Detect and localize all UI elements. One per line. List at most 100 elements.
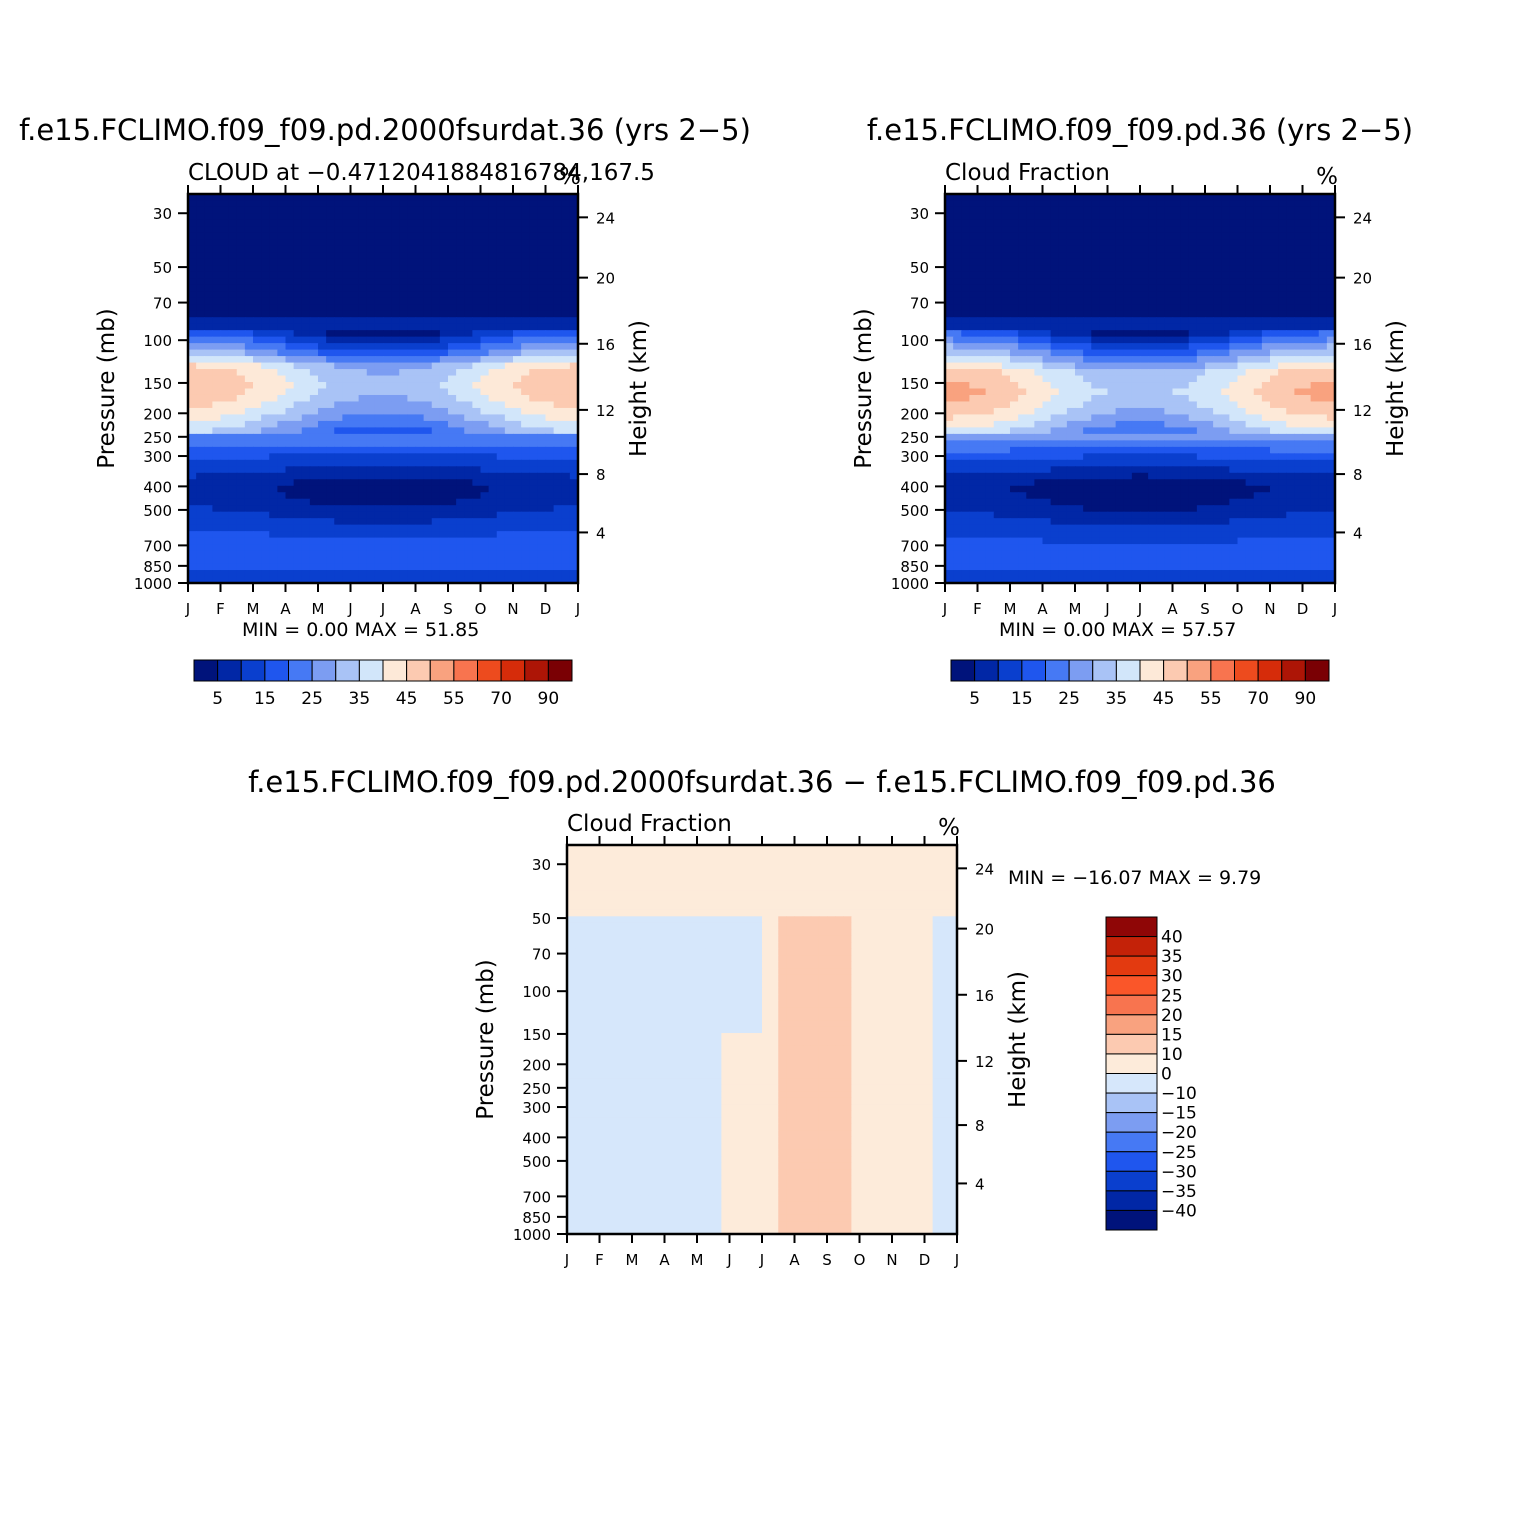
contour-cell [1270, 258, 1279, 266]
contour-cell [261, 446, 270, 454]
contour-cell [1188, 330, 1198, 338]
contour-cell [569, 505, 579, 513]
contour-cell [513, 388, 522, 396]
contour-cell [1140, 245, 1149, 253]
contour-cell [1148, 375, 1157, 383]
contour-cell [293, 466, 303, 474]
contour-cell [1229, 427, 1239, 435]
contour-cell [253, 505, 262, 513]
contour-cell [1034, 291, 1044, 299]
contour-cell [415, 356, 425, 364]
contour-cell [1302, 265, 1312, 273]
contour-cell [1318, 330, 1328, 338]
contour-cell [569, 278, 579, 286]
contour-cell [1042, 427, 1052, 435]
contour-cell [309, 414, 319, 422]
contour-cell [196, 356, 205, 364]
contour-cell [1253, 323, 1263, 331]
contour-cell [261, 440, 270, 448]
contour-cell [399, 550, 408, 558]
contour-cell [407, 213, 417, 221]
contour-cell [431, 278, 441, 286]
contour-cell [188, 388, 197, 396]
contour-cell [961, 252, 970, 260]
contour-cell [521, 440, 530, 448]
contour-cell [1091, 388, 1100, 396]
contour-cell [488, 511, 498, 519]
contour-cell [1148, 420, 1157, 428]
contour-cell [293, 297, 303, 305]
contour-cell [1058, 213, 1068, 221]
contour-cell [374, 382, 384, 390]
contour-cell [1245, 433, 1255, 441]
contour-cell [1148, 453, 1157, 461]
contour-cell [423, 563, 433, 571]
contour-cell [1253, 356, 1263, 364]
contour-cell [374, 414, 384, 422]
contour-cell [350, 479, 360, 487]
contour-cell [553, 369, 563, 377]
contour-cell [318, 226, 327, 234]
contour-cell [326, 401, 335, 409]
contour-cell [374, 492, 384, 500]
contour-cell [496, 330, 506, 338]
contour-cell [1140, 278, 1149, 286]
contour-cell [488, 304, 498, 312]
contour-cell [1115, 232, 1125, 240]
contour-cell [1196, 440, 1206, 448]
contour-cell [496, 427, 506, 435]
contour-cell [985, 297, 995, 305]
contour-cell [456, 557, 465, 565]
contour-cell [537, 407, 547, 416]
contour-cell [513, 343, 522, 351]
contour-cell [309, 310, 319, 318]
contour-cell [488, 440, 498, 448]
contour-cell [342, 563, 352, 571]
contour-cell [391, 356, 400, 364]
contour-cell [188, 570, 197, 578]
contour-cell [342, 219, 352, 228]
contour-cell [969, 284, 979, 292]
contour-cell [293, 576, 303, 584]
contour-cell [196, 200, 205, 208]
contour-cell [1075, 284, 1084, 292]
contour-cell [1196, 278, 1206, 286]
contour-cell [480, 258, 490, 266]
contour-cell [1180, 407, 1190, 416]
contour-cell [228, 388, 238, 396]
contour-cell [358, 382, 368, 390]
contour-cell [1115, 433, 1125, 441]
contour-cell [204, 576, 213, 584]
contour-cell [228, 446, 238, 454]
contour-cell [480, 414, 490, 422]
contour-cell [969, 336, 979, 344]
contour-cell [480, 375, 490, 383]
contour-cell [431, 271, 441, 279]
contour-cell [236, 284, 246, 292]
contour-cell [504, 524, 514, 532]
contour-cell [1237, 369, 1247, 377]
contour-cell [1229, 206, 1239, 215]
contour-cell [1294, 427, 1304, 435]
contour-cell [1310, 245, 1320, 253]
contour-cell [439, 511, 449, 519]
contour-cell [407, 576, 417, 584]
contour-cell [993, 336, 1003, 344]
contour-cell [561, 297, 571, 305]
contour-cell [456, 349, 465, 357]
contour-cell [545, 446, 555, 454]
contour-cell [1237, 427, 1247, 435]
contour-cell [1026, 219, 1035, 228]
contour-cell [350, 401, 360, 409]
contour-cell [261, 511, 270, 519]
contour-cell [1302, 453, 1312, 461]
contour-cell [358, 466, 368, 474]
contour-cell [472, 304, 482, 312]
contour-cell [504, 440, 514, 448]
contour-cell [1058, 369, 1068, 377]
contour-cell [1042, 194, 1052, 202]
contour-cell [269, 284, 278, 292]
contour-cell [220, 343, 230, 351]
contour-cell [1140, 239, 1149, 247]
contour-cell [399, 258, 408, 266]
